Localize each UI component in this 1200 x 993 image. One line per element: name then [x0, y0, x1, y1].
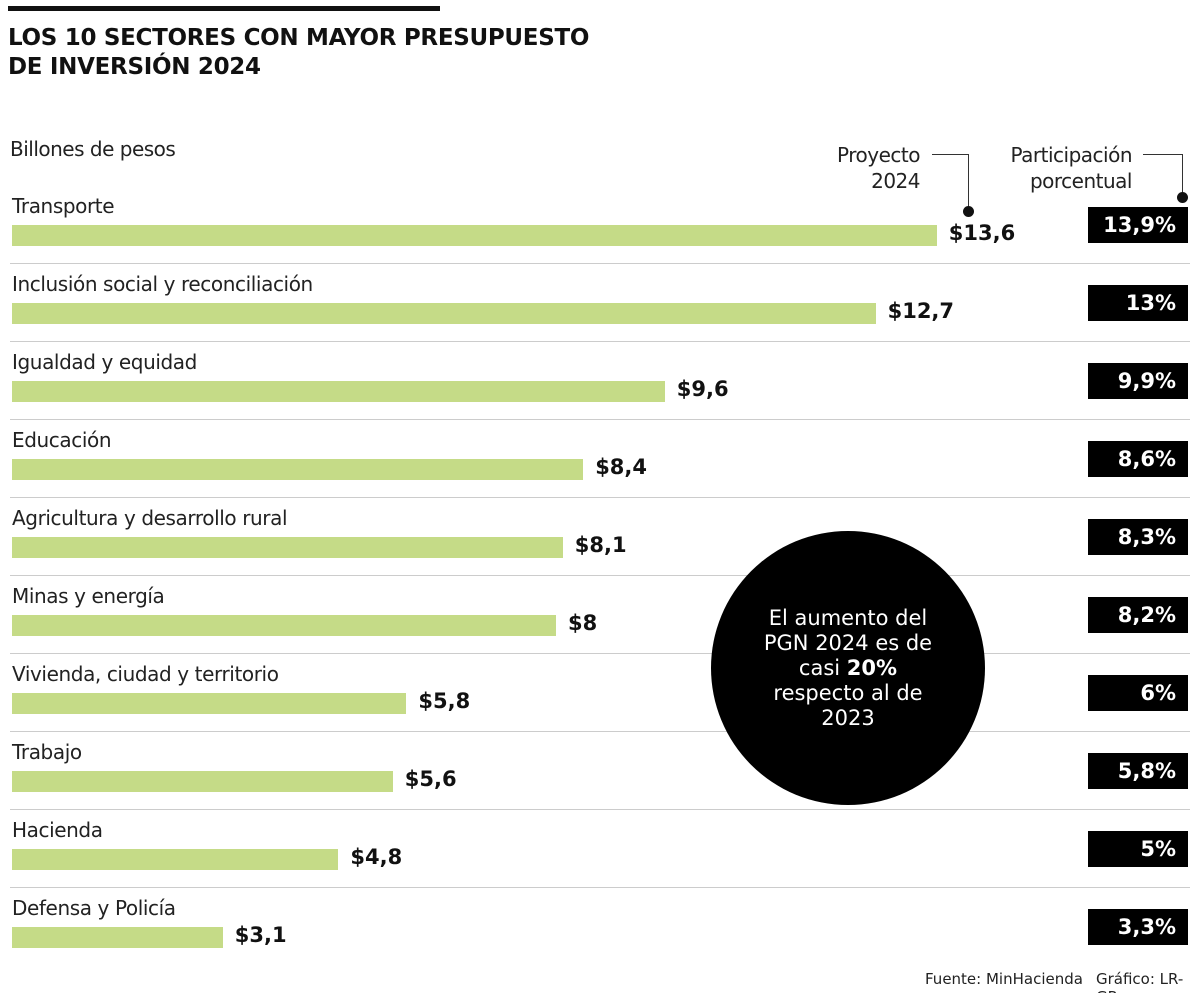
- row-divider: [10, 809, 1190, 810]
- category-label: Transporte: [12, 194, 115, 218]
- row-divider: [10, 887, 1190, 888]
- bar: [12, 381, 665, 402]
- header-value: Proyecto 2024: [800, 142, 920, 194]
- value-label: $5,6: [404, 767, 457, 791]
- category-label: Vivienda, ciudad y territorio: [12, 662, 279, 686]
- row-divider: [10, 419, 1190, 420]
- category-label: Inclusión social y reconciliación: [12, 272, 313, 296]
- leader-dot: [1177, 192, 1188, 203]
- category-label: Defensa y Policía: [12, 896, 176, 920]
- value-label: $13,6: [948, 221, 1016, 245]
- callout-highlight: 20%: [846, 655, 898, 680]
- bar: [12, 303, 876, 324]
- bar: [12, 849, 339, 870]
- value-label: $4,8: [350, 845, 403, 869]
- value-label: $3,1: [234, 923, 287, 947]
- row-divider: [10, 653, 1190, 654]
- callout-text: casi: [798, 655, 847, 680]
- share-badge: 8,6%: [1088, 441, 1188, 477]
- row-divider: [10, 497, 1190, 498]
- bar: [12, 225, 937, 246]
- header-share: Participación porcentual: [960, 142, 1132, 194]
- credit: Gráfico: LR-GR: [1096, 970, 1184, 993]
- callout-line: casi 20%: [799, 656, 897, 681]
- bar: [12, 927, 223, 948]
- callout-line: respecto al de: [773, 680, 923, 705]
- value-label: $12,7: [887, 299, 955, 323]
- value-label: $5,8: [418, 689, 471, 713]
- title-rule: [8, 6, 440, 11]
- row-divider: [10, 575, 1190, 576]
- leader-line: [1143, 154, 1182, 155]
- bar: [12, 459, 584, 480]
- callout-line: El aumento del: [768, 605, 928, 630]
- callout-line: PGN 2024 es de: [763, 630, 933, 655]
- category-label: Minas y energía: [12, 584, 165, 608]
- leader-line: [968, 154, 969, 209]
- leader-dot: [963, 206, 974, 217]
- row-divider: [10, 731, 1190, 732]
- leader-line: [932, 154, 969, 155]
- value-label: $8,4: [595, 455, 648, 479]
- header-value-text: Proyecto 2024: [837, 143, 920, 193]
- callout-circle: El aumento del PGN 2024 es de casi 20% r…: [711, 531, 985, 805]
- share-badge: 6%: [1088, 675, 1188, 711]
- bar: [12, 537, 563, 558]
- share-badge: 5,8%: [1088, 753, 1188, 789]
- bar: [12, 771, 393, 792]
- share-badge: 8,2%: [1088, 597, 1188, 633]
- source: Fuente: MinHacienda: [925, 970, 1083, 988]
- leader-line: [1182, 154, 1183, 196]
- header-share-text: Participación porcentual: [1010, 143, 1132, 193]
- value-label: $9,6: [676, 377, 729, 401]
- unit-label: Billones de pesos: [10, 137, 176, 161]
- callout-line: 2023: [821, 705, 875, 730]
- share-badge: 13,9%: [1088, 207, 1188, 243]
- share-badge: 3,3%: [1088, 909, 1188, 945]
- category-label: Agricultura y desarrollo rural: [12, 506, 288, 530]
- category-label: Hacienda: [12, 818, 103, 842]
- chart-title: LOS 10 SECTORES CON MAYOR PRESUPUESTO DE…: [8, 25, 590, 80]
- value-label: $8: [568, 611, 598, 635]
- category-label: Trabajo: [12, 740, 82, 764]
- bar: [12, 693, 407, 714]
- category-label: Igualdad y equidad: [12, 350, 197, 374]
- value-label: $8,1: [574, 533, 627, 557]
- row-divider: [10, 341, 1190, 342]
- share-badge: 8,3%: [1088, 519, 1188, 555]
- category-label: Educación: [12, 428, 112, 452]
- bar: [12, 615, 556, 636]
- share-badge: 5%: [1088, 831, 1188, 867]
- share-badge: 9,9%: [1088, 363, 1188, 399]
- share-badge: 13%: [1088, 285, 1188, 321]
- row-divider: [10, 263, 1190, 264]
